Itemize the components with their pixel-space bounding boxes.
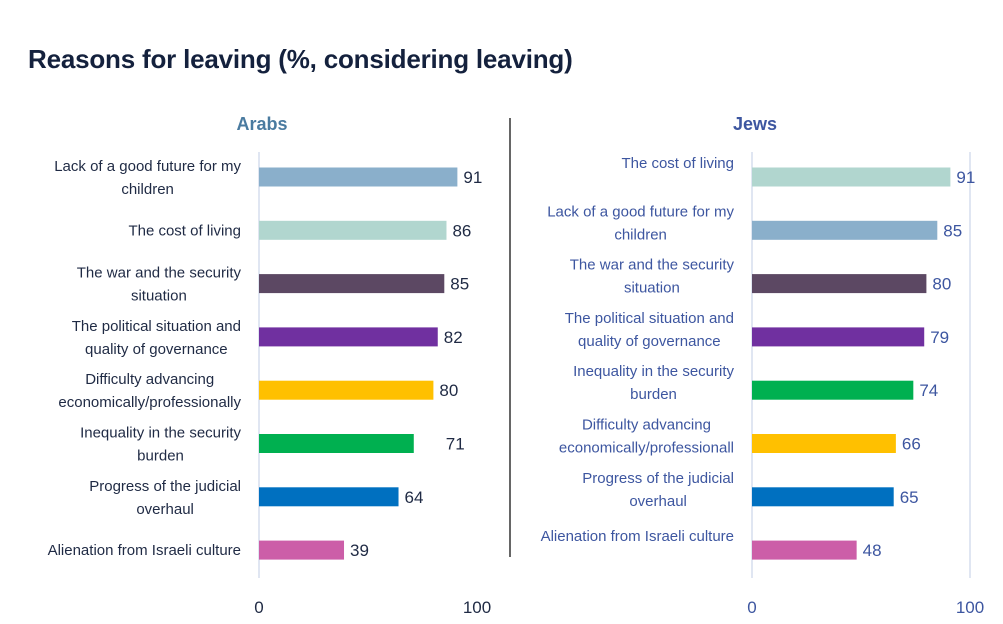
jews-category-label: Lack of a good future for my children: [547, 203, 734, 243]
arabs-bar: [259, 540, 345, 560]
arabs-panel-title: Arabs: [236, 114, 287, 134]
jews-value-label: 85: [943, 221, 962, 240]
jews-value-label: 91: [956, 168, 975, 187]
arabs-category-label: The cost of living: [128, 222, 241, 239]
jews-category-label: Difficulty advancing economically/profess…: [559, 417, 734, 457]
arabs-category-label: The political situation and quality of go…: [72, 318, 241, 358]
arabs-category-label: Alienation from Israeli culture: [48, 542, 241, 559]
arabs-value-label: 82: [444, 328, 463, 347]
jews-value-label: 48: [863, 541, 882, 560]
jews-tick-label-0: 0: [747, 598, 756, 617]
arabs-bar: [259, 380, 434, 400]
arabs-category-label: Lack of a good future for my children: [54, 158, 241, 198]
jews-category-label: The war and the security situation: [570, 257, 735, 297]
jews-value-label: 79: [930, 328, 949, 347]
arabs-value-label: 91: [463, 168, 482, 187]
arabs-bar: [259, 487, 399, 507]
jews-category-label: The cost of living: [621, 155, 734, 172]
chart-title: Reasons for leaving (%, considering leav…: [28, 44, 573, 74]
arabs-bar: [259, 220, 447, 240]
jews-category-label: The political situation and quality of go…: [565, 310, 734, 350]
jews-bar: [752, 220, 938, 240]
arabs-value-label: 64: [405, 488, 424, 507]
arabs-value-label: 71: [446, 435, 465, 454]
jews-value-label: 65: [900, 488, 919, 507]
arabs-value-label: 39: [350, 541, 369, 560]
jews-bar: [752, 540, 857, 560]
arabs-value-label: 80: [439, 381, 458, 400]
jews-value-label: 66: [902, 435, 921, 454]
jews-category-label: Progress of the judicial overhaul: [582, 470, 734, 510]
arabs-category-label: Progress of the judicial overhaul: [89, 478, 241, 518]
jews-bar: [752, 380, 914, 400]
jews-value-label: 80: [932, 275, 951, 294]
jews-bar: [752, 274, 927, 294]
jews-bar: [752, 434, 896, 453]
arabs-bar: [259, 434, 414, 453]
arabs-bar: [259, 167, 458, 187]
arabs-bar: [259, 327, 438, 347]
arabs-value-label: 86: [452, 221, 471, 240]
jews-category-label: Alienation from Israeli culture: [541, 528, 734, 545]
arabs-tick-label-100: 100: [463, 598, 491, 617]
jews-panel-title: Jews: [733, 114, 777, 134]
jews-tick-label-100: 100: [956, 598, 984, 617]
arabs-category-label: The war and the security situation: [77, 265, 242, 305]
arabs-bar: [259, 274, 445, 294]
arabs-category-label: Difficulty advancing economically/profess…: [58, 371, 241, 411]
jews-bar: [752, 327, 925, 347]
jews-bar: [752, 487, 894, 507]
jews-category-label: Inequality in the security burden: [573, 363, 734, 403]
jews-panel: Jews 0 100 91 The cost of living 85 Lack of a …: [541, 114, 985, 617]
jews-value-label: 74: [919, 381, 938, 400]
arabs-category-label: Inequality in the security burden: [80, 425, 241, 465]
arabs-value-label: 85: [450, 275, 469, 294]
arabs-panel: Arabs 0 100 91 Lack of a good future for my c…: [48, 114, 492, 617]
jews-bar: [752, 167, 951, 187]
arabs-tick-label-0: 0: [254, 598, 263, 617]
